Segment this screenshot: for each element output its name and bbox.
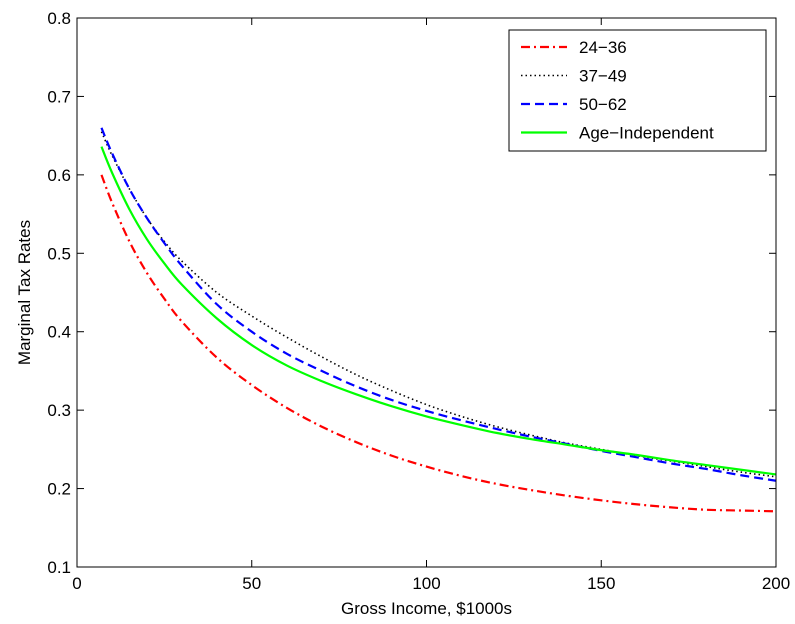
- y-tick-label: 0.7: [47, 87, 71, 106]
- series-line-1: [100, 131, 777, 478]
- x-tick-label: 0: [72, 574, 81, 593]
- legend-label-3: Age−Independent: [579, 124, 714, 143]
- y-tick-label: 0.3: [47, 401, 71, 420]
- y-tick-label: 0.8: [47, 9, 71, 28]
- series-line-2: [100, 127, 777, 482]
- x-axis-label: Gross Income, $1000s: [341, 599, 512, 618]
- legend-label-2: 50−62: [579, 95, 627, 114]
- y-tick-label: 0.2: [47, 480, 71, 499]
- legend-label-0: 24−36: [579, 38, 627, 57]
- legend-box: [508, 29, 767, 152]
- x-tick-label: 100: [412, 574, 440, 593]
- series-layer: [100, 127, 777, 513]
- y-tick-label: 0.1: [47, 558, 71, 577]
- y-tick-label: 0.6: [47, 166, 71, 185]
- y-axis-label: Marginal Tax Rates: [15, 220, 34, 365]
- ticks-layer: 0 50 100 150 200 0.1 0.2 0.3 0.4 0.5 0.6 0.7 0.8: [47, 9, 790, 593]
- x-tick-label: 50: [242, 574, 261, 593]
- x-tick-label: 150: [587, 574, 615, 593]
- series-line-0: [100, 174, 777, 513]
- legend: 24−36 37−49 50−62 Age−Independent: [508, 29, 767, 152]
- y-tick-label: 0.5: [47, 244, 71, 263]
- legend-label-1: 37−49: [579, 67, 627, 86]
- series-line-3: [100, 146, 777, 476]
- y-tick-label: 0.4: [47, 323, 71, 342]
- x-tick-label: 200: [762, 574, 790, 593]
